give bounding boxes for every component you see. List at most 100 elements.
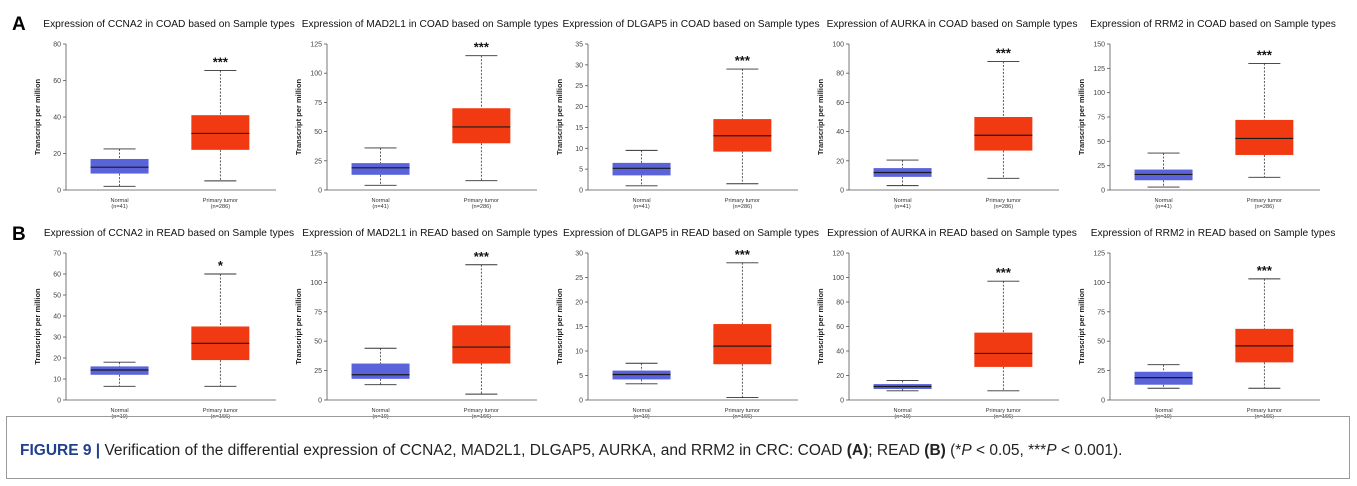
significance-marker: ***: [474, 249, 490, 264]
y-tick-label: 0: [318, 398, 322, 405]
y-tick-label: 25: [314, 368, 322, 375]
y-tick-label: 125: [1093, 251, 1105, 258]
significance-marker: ***: [474, 40, 490, 55]
y-tick-label: 25: [1097, 163, 1105, 170]
box-tumor: [713, 324, 772, 365]
sample-count-normal: (n=41): [894, 204, 910, 210]
category-label-tumor: Primary tumor: [464, 408, 499, 414]
sample-count-normal: (n=41): [633, 204, 649, 210]
y-tick-label: 100: [832, 275, 844, 282]
box-normal: [90, 158, 149, 174]
figure-caption: FIGURE 9 | Verification of the different…: [20, 442, 1122, 460]
y-tick-label: 0: [318, 188, 322, 195]
category-label-tumor: Primary tumor: [203, 408, 238, 414]
box-normal: [351, 363, 410, 379]
y-tick-label: 20: [836, 373, 844, 380]
chart-title: Expression of AURKA in READ based on Sam…: [827, 228, 1077, 239]
y-tick-label: 0: [840, 398, 844, 405]
category-label-normal: Normal: [372, 408, 390, 414]
y-tick-label: 25: [1097, 368, 1105, 375]
y-axis-label: Transcript per million: [816, 288, 825, 365]
y-tick-label: 40: [53, 115, 61, 122]
y-tick-label: 15: [575, 324, 583, 331]
caption-text-3: (*: [945, 442, 962, 459]
box-normal: [612, 162, 671, 176]
y-tick-label: 60: [836, 324, 844, 331]
sample-count-normal: (n=41): [111, 204, 127, 210]
y-tick-label: 0: [1101, 188, 1105, 195]
chart-title: Expression of MAD2L1 in READ based on Sa…: [302, 228, 557, 239]
y-tick-label: 125: [1093, 66, 1105, 73]
caption-figure-label: FIGURE 9 |: [20, 442, 101, 459]
sample-count-normal: (n=10): [633, 414, 649, 420]
sample-count-normal: (n=41): [1155, 204, 1171, 210]
category-label-normal: Normal: [894, 408, 912, 414]
box-tumor: [974, 117, 1033, 151]
significance-marker: ***: [996, 46, 1012, 61]
y-tick-label: 100: [1093, 280, 1105, 287]
y-axis-label: Transcript per million: [294, 78, 303, 155]
category-label-normal: Normal: [633, 408, 651, 414]
y-tick-label: 125: [310, 42, 322, 49]
y-axis-label: Transcript per million: [1077, 288, 1086, 365]
chart-title: Expression of DLGAP5 in COAD based on Sa…: [562, 19, 819, 30]
y-tick-label: 10: [575, 349, 583, 356]
y-tick-label: 40: [836, 349, 844, 356]
y-tick-label: 0: [57, 398, 61, 405]
box-tumor: [191, 115, 250, 150]
category-label-normal: Normal: [633, 198, 651, 204]
y-tick-label: 100: [832, 42, 844, 49]
caption-ref-a: (A): [846, 442, 869, 459]
sample-count-tumor: (n=286): [472, 204, 492, 210]
category-label-tumor: Primary tumor: [464, 198, 499, 204]
y-tick-label: 25: [314, 158, 322, 165]
category-label-normal: Normal: [1155, 198, 1173, 204]
chart-title: Expression of MAD2L1 in COAD based on Sa…: [302, 19, 559, 30]
chart-title: Expression of RRM2 in READ based on Samp…: [1091, 228, 1336, 239]
box-tumor: [1235, 119, 1294, 155]
y-tick-label: 5: [579, 373, 583, 380]
y-axis-label: Transcript per million: [1077, 78, 1086, 155]
sample-count-tumor: (n=166): [472, 414, 492, 420]
y-tick-label: 30: [575, 251, 583, 258]
category-label-tumor: Primary tumor: [725, 408, 760, 414]
y-tick-label: 50: [1097, 339, 1105, 346]
y-tick-label: 20: [575, 300, 583, 307]
y-tick-label: 0: [579, 188, 583, 195]
y-tick-label: 0: [579, 398, 583, 405]
y-tick-label: 15: [575, 125, 583, 132]
category-label-normal: Normal: [111, 408, 129, 414]
y-tick-label: 20: [575, 104, 583, 111]
sample-count-normal: (n=10): [1155, 414, 1171, 420]
sample-count-tumor: (n=286): [211, 204, 231, 210]
y-tick-label: 100: [310, 280, 322, 287]
sample-count-normal: (n=10): [894, 414, 910, 420]
y-tick-label: 35: [575, 42, 583, 49]
category-label-normal: Normal: [1155, 408, 1173, 414]
caption-text-1: Verification of the differential express…: [100, 442, 847, 459]
category-label-tumor: Primary tumor: [725, 198, 760, 204]
y-tick-label: 25: [575, 83, 583, 90]
sample-count-tumor: (n=286): [1255, 204, 1275, 210]
y-tick-label: 0: [57, 188, 61, 195]
y-tick-label: 30: [53, 335, 61, 342]
sample-count-tumor: (n=166): [1255, 414, 1275, 420]
category-label-tumor: Primary tumor: [986, 198, 1021, 204]
significance-marker: ***: [213, 54, 229, 69]
y-tick-label: 50: [1097, 139, 1105, 146]
sample-count-tumor: (n=166): [211, 414, 231, 420]
significance-marker: ***: [1257, 47, 1273, 62]
chart-title: Expression of CCNA2 in COAD based on Sam…: [43, 19, 294, 30]
significance-marker: ***: [735, 247, 751, 262]
caption-text-4: < 0.05, ***: [971, 442, 1047, 459]
chart-title: Expression of AURKA in COAD based on Sam…: [827, 19, 1078, 30]
box-normal: [90, 366, 149, 375]
y-tick-label: 75: [314, 309, 322, 316]
y-axis-label: Transcript per million: [294, 288, 303, 365]
category-label-normal: Normal: [372, 198, 390, 204]
chart-title: Expression of DLGAP5 in READ based on Sa…: [563, 228, 819, 239]
sample-count-normal: (n=10): [111, 414, 127, 420]
category-label-normal: Normal: [894, 198, 912, 204]
y-tick-label: 50: [314, 339, 322, 346]
